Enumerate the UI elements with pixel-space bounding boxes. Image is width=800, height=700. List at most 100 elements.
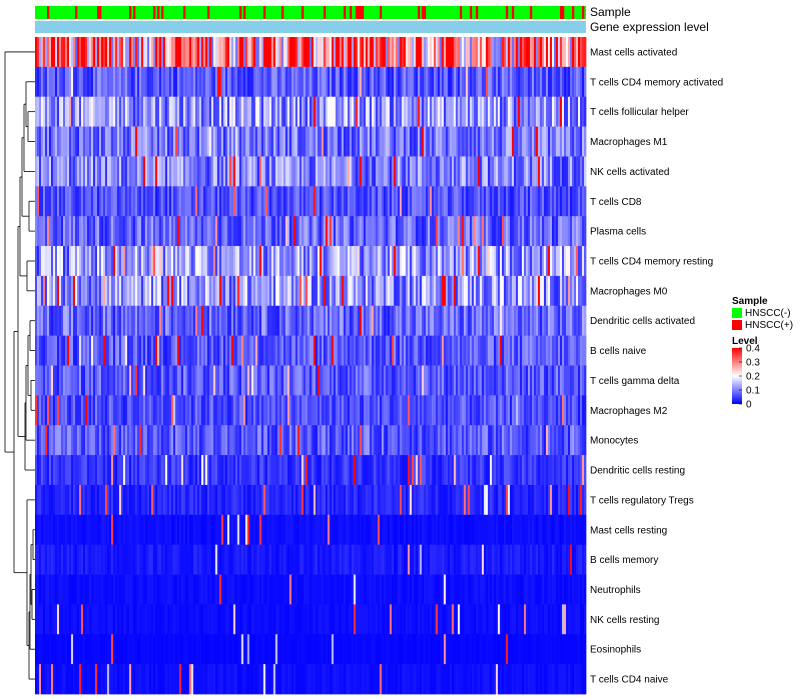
heatmap-cell xyxy=(37,455,40,486)
heatmap-cell xyxy=(419,96,423,127)
heatmap-cell xyxy=(535,216,539,247)
heatmap-cell xyxy=(349,365,352,396)
heatmap-cell xyxy=(491,275,495,307)
heatmap-cell xyxy=(327,96,330,127)
heatmap-cell xyxy=(105,246,108,277)
heatmap-cell xyxy=(539,455,543,486)
heatmap-cell xyxy=(445,365,449,396)
heatmap-cell xyxy=(429,335,433,366)
heatmap-cell xyxy=(67,246,70,277)
heatmap-cell xyxy=(141,395,144,426)
heatmap-cell xyxy=(329,484,332,516)
heatmap-cell xyxy=(107,37,110,68)
heatmap-cell xyxy=(91,126,94,157)
heatmap-cell xyxy=(165,425,168,456)
heatmap-cell xyxy=(71,335,74,366)
heatmap-cell xyxy=(175,275,178,307)
heatmap-cell xyxy=(485,335,489,366)
heatmap-cell xyxy=(59,425,62,456)
heatmap-cell xyxy=(93,365,96,396)
heatmap-cell xyxy=(371,275,374,307)
heatmap-cell xyxy=(243,544,246,575)
heatmap-cell xyxy=(123,66,126,98)
heatmap-cell xyxy=(35,455,38,486)
heatmap-cell xyxy=(453,156,457,187)
heatmap-cell xyxy=(561,126,565,157)
heatmap-cell xyxy=(329,37,332,68)
heatmap-cell xyxy=(457,66,461,98)
heatmap-cell xyxy=(53,156,56,187)
heatmap-cell xyxy=(549,305,553,336)
heatmap-cell xyxy=(251,156,254,187)
heatmap-cell xyxy=(537,455,541,486)
heatmap-cell xyxy=(209,186,212,217)
heatmap-cell xyxy=(109,156,112,187)
heatmap-cell xyxy=(451,186,455,217)
heatmap-cell xyxy=(455,395,459,426)
heatmap-cell xyxy=(529,66,533,98)
heatmap-cell xyxy=(303,275,306,307)
heatmap-cell xyxy=(347,186,350,217)
heatmap-cell xyxy=(403,305,407,336)
heatmap-cell xyxy=(131,275,134,307)
heatmap-cell xyxy=(125,305,128,336)
heatmap-cell xyxy=(323,186,326,217)
heatmap-cell xyxy=(201,37,204,68)
heatmap-cell xyxy=(47,126,50,157)
heatmap-cell xyxy=(519,126,523,157)
heatmap-cell xyxy=(43,216,46,247)
heatmap-cell xyxy=(265,156,268,187)
heatmap-cell xyxy=(237,544,240,575)
heatmap-cell xyxy=(101,186,104,217)
heatmap-cell xyxy=(333,216,336,247)
heatmap-cell xyxy=(95,544,98,575)
heatmap-cell xyxy=(559,335,563,366)
heatmap-cell xyxy=(533,246,537,277)
heatmap-cell xyxy=(577,216,581,247)
heatmap-cell xyxy=(207,455,210,486)
heatmap-cell xyxy=(511,544,515,575)
heatmap-cell xyxy=(547,246,551,277)
heatmap-cell xyxy=(363,186,366,217)
heatmap-cell xyxy=(539,425,543,456)
heatmap-cell xyxy=(375,156,378,187)
heatmap-cell xyxy=(107,156,110,187)
heatmap-cell xyxy=(535,395,539,426)
heatmap-cell xyxy=(163,335,166,366)
heatmap-cell xyxy=(571,156,575,187)
heatmap-cell xyxy=(331,514,334,546)
heatmap-cell xyxy=(301,66,304,98)
heatmap-cell xyxy=(443,514,447,546)
heatmap-cell xyxy=(343,395,346,426)
heatmap-cell xyxy=(555,216,559,247)
heatmap-cell xyxy=(259,156,262,187)
heatmap-cell xyxy=(543,66,547,98)
heatmap-cell xyxy=(227,425,230,456)
heatmap-cell xyxy=(445,425,449,456)
heatmap-cell xyxy=(549,126,553,157)
heatmap-cell xyxy=(257,425,260,456)
heatmap-cell xyxy=(261,186,264,217)
heatmap-cell xyxy=(115,544,118,575)
heatmap-cell xyxy=(281,455,284,486)
heatmap-cell xyxy=(459,335,463,366)
heatmap-cell xyxy=(219,484,222,516)
heatmap-cell xyxy=(423,126,427,157)
heatmap-cell xyxy=(197,66,200,98)
heatmap-cell xyxy=(87,425,90,456)
heatmap-cell xyxy=(193,126,196,157)
heatmap-cell xyxy=(37,37,40,68)
heatmap-cell xyxy=(151,335,154,366)
heatmap-cell xyxy=(313,484,316,516)
heatmap-cell xyxy=(333,275,336,307)
heatmap-cell xyxy=(195,275,198,307)
heatmap-cell xyxy=(517,96,521,127)
heatmap-cell xyxy=(91,156,94,187)
heatmap-cell xyxy=(93,544,96,575)
heatmap-cell xyxy=(247,126,250,157)
heatmap-cell xyxy=(117,335,120,366)
heatmap-cell xyxy=(183,425,186,456)
heatmap-cell xyxy=(247,365,250,396)
heatmap-cell xyxy=(517,335,521,366)
heatmap-cell xyxy=(343,544,346,575)
